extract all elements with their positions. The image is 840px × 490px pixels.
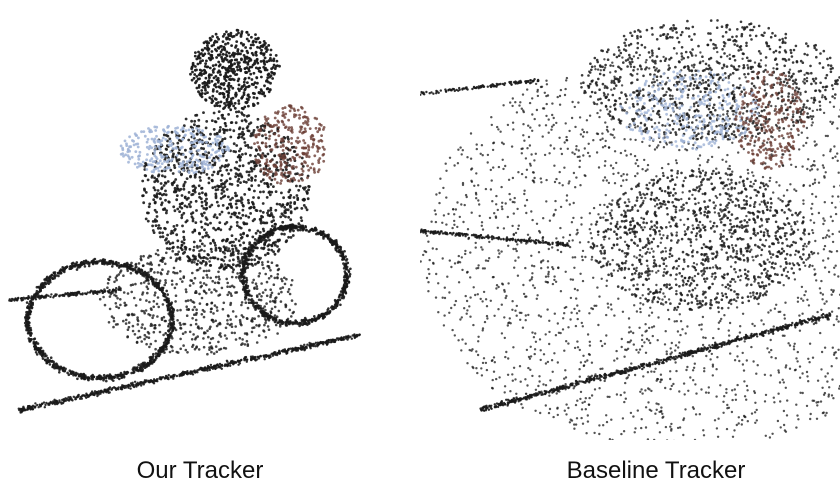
caption-our-tracker: Our Tracker xyxy=(136,457,264,484)
caption-baseline-tracker: Baseline Tracker xyxy=(566,457,746,484)
right-panel: Baseline Tracker xyxy=(420,0,840,490)
point-cloud-baseline-tracker xyxy=(420,19,840,440)
point-cloud-our-tracker xyxy=(8,28,361,414)
left-panel: Our Tracker xyxy=(8,28,361,484)
